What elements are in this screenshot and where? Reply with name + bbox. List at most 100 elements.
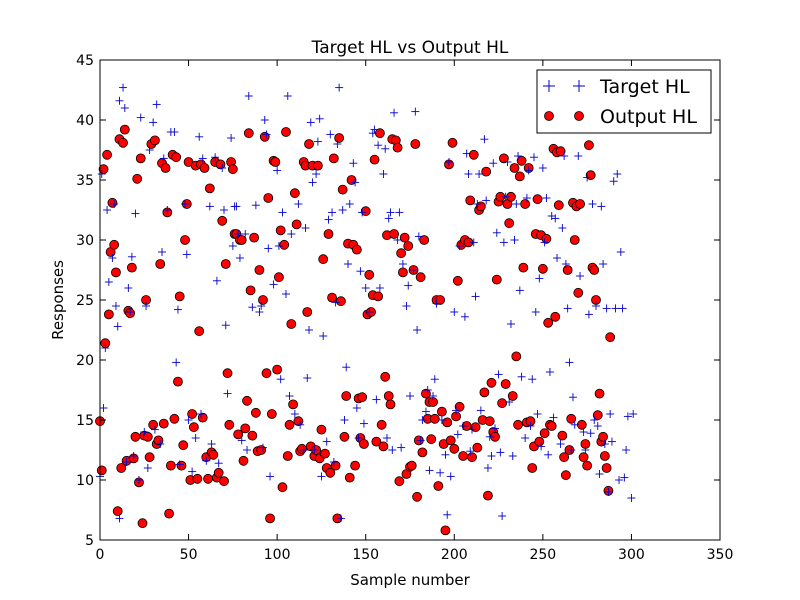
output-hl-point	[188, 422, 199, 433]
target-hl-point	[475, 170, 484, 178]
output-hl-point	[293, 416, 304, 427]
output-hl-point	[447, 137, 458, 148]
legend-marker-output-icon	[544, 111, 584, 121]
target-hl-point	[158, 248, 166, 256]
output-hl-point	[187, 409, 198, 419]
output-hl-point	[389, 229, 399, 239]
target-hl-point	[521, 434, 530, 442]
target-hl-point	[381, 144, 390, 153]
target-hl-point	[352, 404, 361, 412]
target-hl-point	[294, 200, 303, 208]
target-hl-point	[99, 404, 108, 412]
target-hl-point	[611, 304, 620, 313]
y-tick-label: 25	[76, 293, 94, 309]
output-hl-point	[435, 295, 446, 305]
output-hl-point	[144, 452, 155, 463]
legend-box	[536, 69, 712, 134]
target-hl-point	[386, 208, 395, 217]
target-hl-point	[618, 304, 627, 313]
output-hl-point	[507, 391, 518, 401]
output-hl-point	[320, 448, 330, 459]
target-hl-point	[409, 266, 418, 274]
target-hl-point	[241, 230, 250, 238]
output-hl-point	[357, 392, 368, 403]
target-hl-point	[469, 238, 478, 247]
output-hl-point	[272, 364, 283, 375]
target-hl-point	[195, 132, 204, 141]
output-hl-point	[291, 219, 302, 230]
output-hl-point	[158, 418, 169, 429]
output-hl-point	[383, 391, 394, 401]
x-tick-label: 100	[264, 547, 291, 563]
output-hl-point	[513, 419, 523, 430]
target-hl-point	[567, 446, 576, 454]
target-hl-point	[430, 375, 439, 384]
output-hl-point	[500, 379, 511, 389]
output-hl-point	[243, 128, 254, 139]
output-hl-point	[135, 153, 146, 164]
output-hl-point	[396, 248, 407, 259]
output-hl-point	[454, 401, 465, 412]
output-hl-point	[279, 239, 290, 250]
target-hl-point	[535, 274, 544, 283]
target-hl-point	[395, 208, 404, 217]
target-hl-point	[517, 372, 526, 381]
output-hl-point	[130, 431, 141, 442]
target-hl-point	[528, 375, 537, 384]
output-hl-point	[219, 476, 229, 487]
target-hl-point	[228, 242, 237, 250]
output-hl-point	[245, 285, 256, 296]
target-hl-point	[480, 135, 489, 144]
target-hl-point	[537, 442, 546, 451]
target-hl-point	[441, 450, 450, 459]
output-hl-point	[376, 419, 387, 430]
target-hl-point	[296, 420, 305, 429]
target-hl-point	[570, 420, 579, 429]
target-hl-point	[627, 494, 636, 502]
output-hl-point	[261, 368, 272, 379]
target-hl-point	[576, 272, 585, 280]
target-hl-point	[444, 158, 453, 166]
output-hl-point	[137, 518, 148, 529]
target-hl-point	[372, 395, 381, 404]
output-hl-point	[566, 413, 577, 424]
output-hl-point	[468, 149, 479, 160]
output-hl-point	[107, 197, 118, 208]
target-hl-point	[131, 209, 140, 218]
target-hl-point	[264, 244, 273, 253]
output-hl-point	[560, 470, 571, 481]
output-hl-point	[594, 388, 605, 399]
target-hl-point	[583, 173, 592, 182]
output-hl-point	[277, 482, 288, 493]
output-hl-point	[364, 269, 375, 280]
output-hl-point	[486, 377, 497, 388]
target-hl-point	[485, 432, 494, 441]
output-hl-point	[286, 319, 297, 329]
output-hl-point	[399, 232, 410, 243]
output-hl-point	[289, 188, 300, 199]
target-hl-point	[538, 164, 547, 172]
output-hl-point	[550, 311, 561, 322]
target-hl-point	[345, 200, 354, 208]
target-hl-point	[301, 224, 310, 232]
target-hl-point	[237, 436, 246, 445]
output-hl-point	[171, 152, 182, 163]
target-hl-point	[198, 154, 207, 163]
target-hl-point	[492, 228, 501, 237]
target-hl-point	[505, 398, 514, 406]
output-hl-point	[339, 431, 350, 442]
target-hl-point	[142, 302, 151, 310]
output-hl-point	[472, 442, 483, 453]
output-hl-point	[371, 436, 382, 447]
output-hl-point	[578, 452, 589, 463]
target-hl-point	[248, 303, 257, 312]
target-hl-point	[308, 178, 317, 187]
output-hl-point	[385, 399, 396, 410]
target-hl-point	[384, 214, 393, 223]
target-hl-point	[331, 298, 340, 307]
y-tick-label: 20	[76, 353, 94, 369]
legend-marker-target-icon	[543, 80, 585, 92]
y-axis-label: Responses	[49, 260, 67, 340]
target-hl-point	[317, 472, 326, 481]
target-hl-point	[299, 446, 308, 454]
